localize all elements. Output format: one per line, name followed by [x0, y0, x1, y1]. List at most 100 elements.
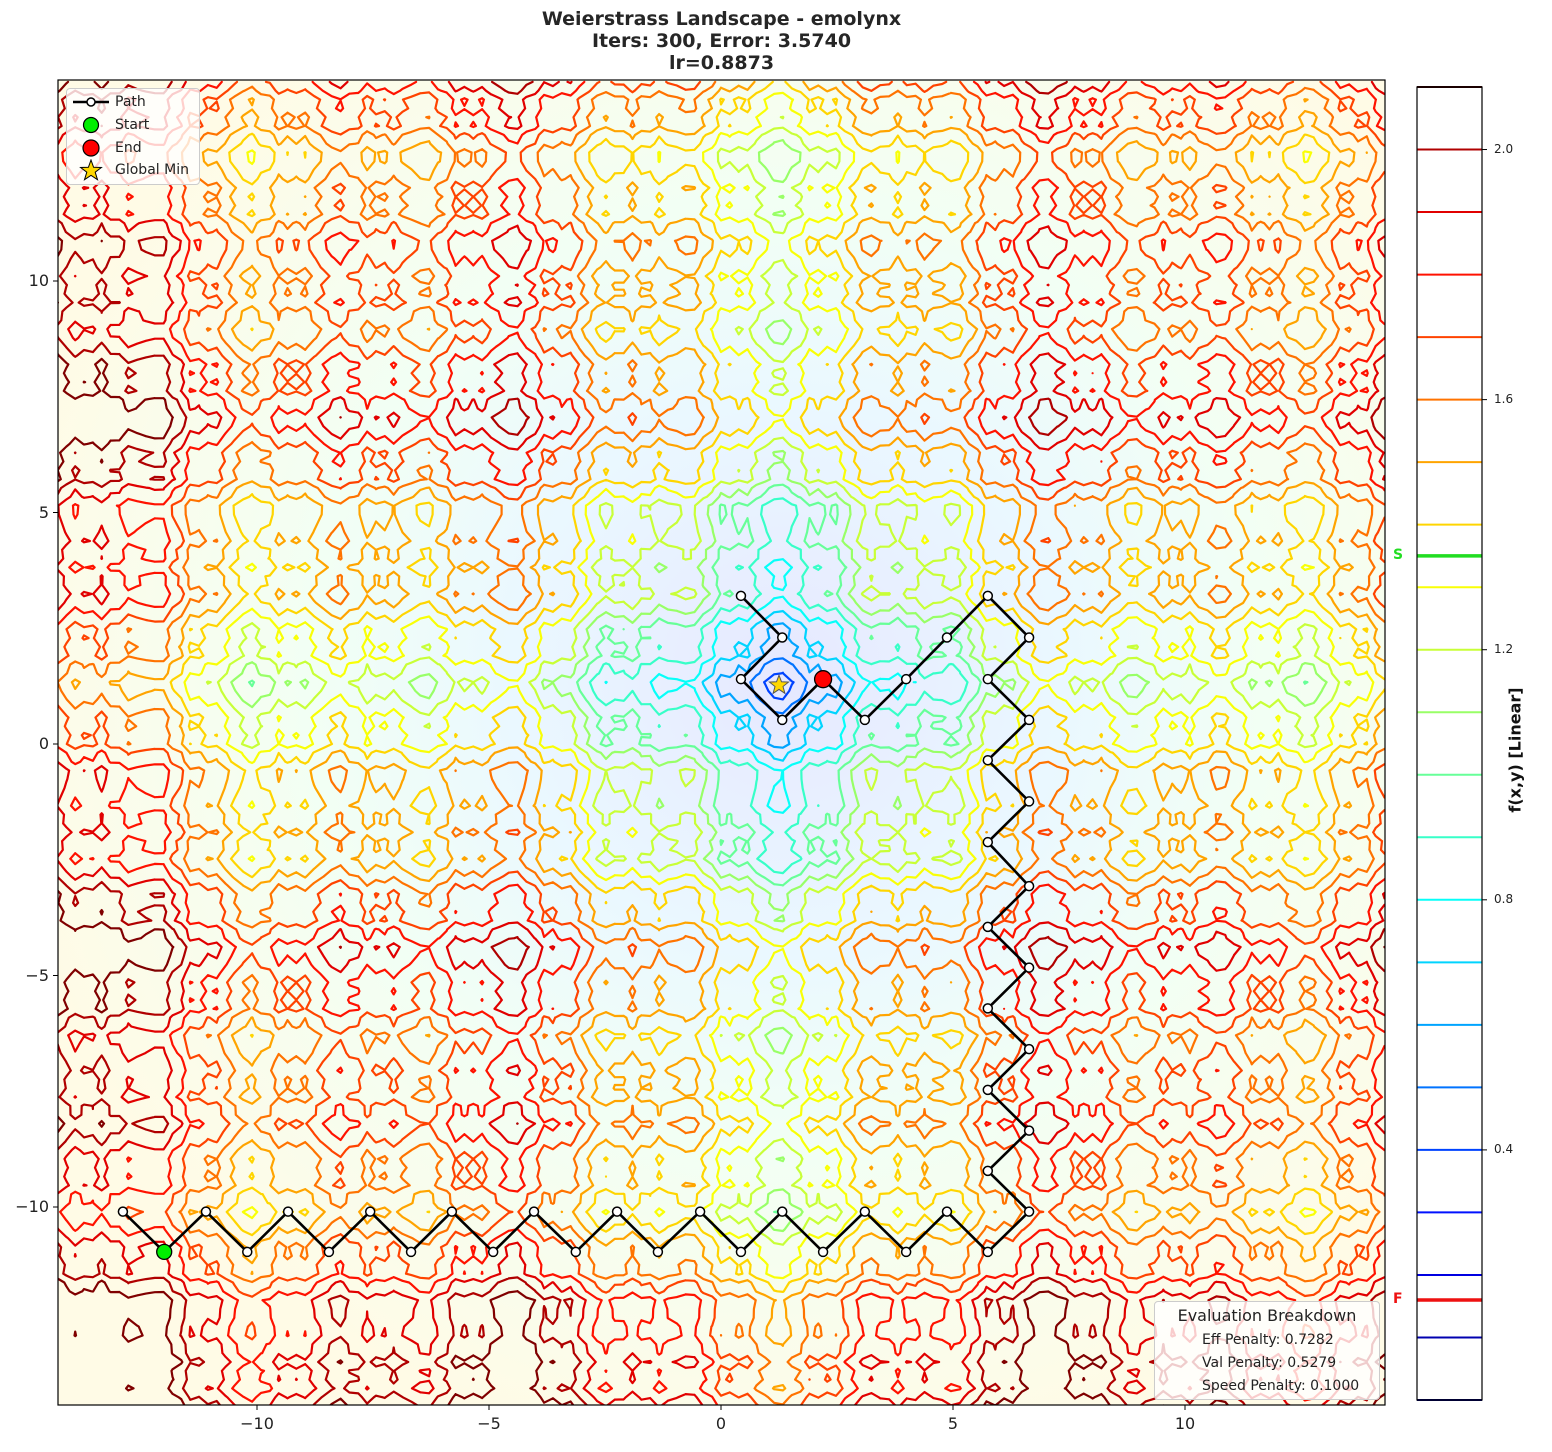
path-point: [776, 714, 788, 726]
colorbar-tick-label: 0.8: [1494, 891, 1514, 906]
path-point: [982, 1084, 994, 1096]
path-point: [982, 836, 994, 848]
contour-line: [763, 671, 795, 701]
colorbar: [1416, 86, 1487, 1401]
start-marker: [156, 1243, 173, 1261]
path-point: [1023, 962, 1035, 973]
speed-penalty: Speed Penalty: 0.1000: [1202, 1378, 1360, 1394]
path-point: [117, 1206, 129, 1217]
val-penalty: Val Penalty: 0.5279: [1202, 1355, 1337, 1371]
path-point: [817, 1246, 829, 1258]
path-point: [1023, 632, 1035, 643]
path-point: [323, 1246, 335, 1258]
colorbar-tick-label: 2.0: [1494, 141, 1514, 156]
path-point: [652, 1246, 664, 1258]
contour-line: [714, 622, 843, 749]
optimizer-path: [117, 590, 1035, 1261]
colorbar-tick-label: 0.4: [1494, 1141, 1514, 1156]
global-min-star: [768, 673, 790, 695]
legend-item-global-min: Global Min: [67, 159, 199, 181]
y-tick-label: −10: [15, 1197, 49, 1216]
colorbar-tick-label: 1.6: [1494, 391, 1514, 406]
path-point: [487, 1246, 499, 1258]
path-point: [941, 1206, 953, 1217]
path-point: [242, 1246, 253, 1258]
legend: Path Start End Global Min: [66, 88, 200, 185]
y-tick-label: −5: [25, 965, 49, 985]
x-tick-label: −10: [240, 1414, 274, 1433]
path-point: [941, 632, 953, 643]
path-line-icon: [73, 97, 109, 107]
legend-item-end: End: [67, 137, 199, 159]
legend-item-start: Start: [67, 114, 199, 136]
path-point: [735, 1246, 747, 1258]
path-point: [364, 1206, 376, 1217]
path-point: [200, 1206, 212, 1217]
path-point: [1023, 714, 1035, 726]
chart-title: Weierstrass Landscape - emolynx Iters: 3…: [420, 8, 1023, 74]
path-point: [446, 1206, 458, 1217]
x-tick-label: 10: [1174, 1414, 1196, 1433]
colorbar-final-marker-label: F: [1393, 1290, 1403, 1307]
legend-item-path: Path: [67, 91, 199, 113]
path-point: [859, 1206, 871, 1217]
evaluation-title: Evaluation Breakdown: [1177, 1306, 1357, 1325]
contour-line: [58, 80, 1385, 1405]
y-tick-label: 0: [38, 734, 49, 753]
path-point: [1023, 1206, 1035, 1217]
contour-line: [588, 497, 969, 875]
path-point: [900, 1246, 912, 1258]
path-point: [776, 632, 788, 643]
colorbar-frame: [1416, 86, 1483, 1401]
path-point: [1023, 880, 1035, 892]
gold-star-icon: [79, 159, 103, 181]
colorbar-label: f(x,y) [Linear]: [1505, 687, 1525, 813]
contour-line: [58, 80, 1385, 1405]
path-point: [900, 673, 912, 685]
path-point: [982, 1165, 994, 1177]
contour-line: [58, 80, 1385, 1405]
x-tick-label: 0: [715, 1414, 727, 1433]
path-point: [570, 1246, 582, 1258]
path-point: [694, 1206, 706, 1217]
path-point: [735, 673, 747, 685]
colorbar-start-marker-label: S: [1393, 546, 1404, 563]
path-point: [405, 1246, 417, 1258]
y-tick-label: 10: [28, 271, 49, 290]
path-point: [982, 673, 994, 685]
path-point: [982, 1003, 994, 1014]
path-point: [982, 921, 994, 933]
eff-penalty: Eff Penalty: 0.7282: [1202, 1332, 1334, 1348]
colorbar-tick-label: 1.2: [1494, 641, 1514, 656]
end-marker: [813, 670, 833, 689]
path-point: [982, 754, 994, 766]
title-line-2: Iters: 300, Error: 3.5740: [591, 30, 852, 52]
contour-line: [58, 80, 1385, 1405]
path-point: [1023, 796, 1035, 807]
green-circle-icon: [82, 116, 100, 134]
evaluation-breakdown-box: Evaluation Breakdown Eff Penalty: 0.7282…: [1154, 1301, 1380, 1400]
path-point: [611, 1206, 623, 1217]
contour-line: [205, 115, 1352, 1246]
contour-line: [701, 610, 856, 762]
path-point: [282, 1206, 294, 1217]
path-point: [982, 590, 994, 602]
path-point: [528, 1206, 540, 1217]
contour-line: [230, 139, 1328, 1233]
path-point: [735, 590, 747, 602]
path-point: [982, 1246, 994, 1258]
y-tick-label: 5: [38, 502, 49, 522]
x-tick-label: 5: [947, 1414, 959, 1433]
path-point: [776, 1206, 788, 1217]
contour-line: [70, 80, 1385, 1392]
x-tick-label: −5: [477, 1414, 501, 1433]
path-point: [859, 714, 871, 726]
contour-layer: [58, 80, 1385, 1405]
red-circle-icon: [82, 139, 100, 157]
contour-line: [58, 80, 1385, 1405]
title-line-1: Weierstrass Landscape - emolynx: [541, 8, 902, 30]
contour-line: [169, 80, 1385, 1293]
axis-ticks: [53, 280, 1186, 1410]
